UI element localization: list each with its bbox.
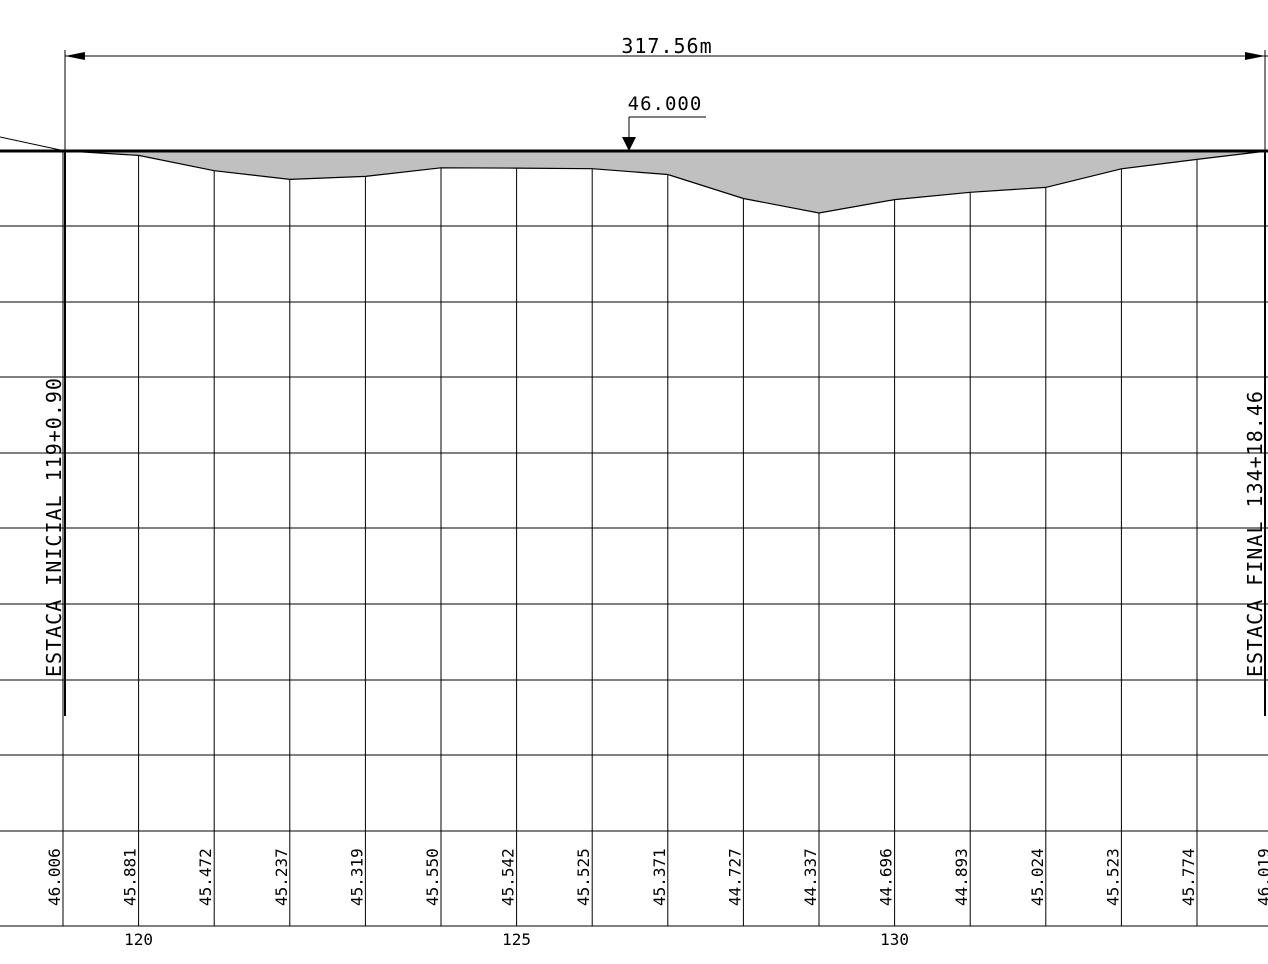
dimension-arrow-right-icon (1245, 52, 1265, 60)
cut-fill-area (63, 150, 1268, 213)
elevation-label: 45.525 (574, 848, 593, 906)
station-number-label: 125 (502, 930, 531, 949)
elevation-label: 45.523 (1103, 848, 1122, 906)
elevation-label: 44.696 (877, 848, 896, 906)
elevation-label: 45.542 (499, 848, 518, 906)
elevation-label: 45.371 (650, 848, 669, 906)
level-marker-triangle-icon (622, 137, 636, 151)
elevation-label: 46.019 (1255, 848, 1268, 906)
elevation-label: 46.006 (45, 848, 64, 906)
horizontal-grid (0, 225, 1268, 927)
start-station-label: ESTACA INICIAL 119+0.90 (42, 377, 66, 677)
vertical-grid (62, 150, 1198, 926)
station-number-label: 130 (880, 930, 909, 949)
terrain-profile-line (62, 150, 1268, 214)
design-level-label: 46.000 (628, 93, 703, 115)
station-number-labels: 1201251301 (124, 930, 1268, 949)
elevation-label: 44.893 (952, 848, 971, 906)
elevation-label: 45.472 (196, 848, 215, 906)
elevation-label: 45.024 (1028, 848, 1047, 906)
design-level-marker: 46.000 (622, 93, 706, 151)
elevation-label: 44.337 (801, 848, 820, 906)
elevation-labels: 46.006 45.881 45.472 45.237 45.319 45.550 45.5… (45, 848, 1268, 906)
elevation-label: 44.727 (725, 848, 744, 906)
total-length-label: 317.56m (621, 34, 712, 58)
elevation-label: 45.550 (423, 848, 442, 906)
end-station-label: ESTACA FINAL 134+18.46 (1243, 390, 1267, 677)
elevation-label: 45.319 (347, 848, 366, 906)
elevation-label: 45.881 (121, 848, 140, 906)
station-number-label: 120 (124, 930, 153, 949)
total-length-dimension: 317.56m (64, 34, 1268, 151)
elevation-label: 45.774 (1179, 848, 1198, 906)
dimension-arrow-left-icon (65, 52, 85, 60)
approach-line (0, 136, 66, 152)
elevation-label: 45.237 (272, 848, 291, 906)
